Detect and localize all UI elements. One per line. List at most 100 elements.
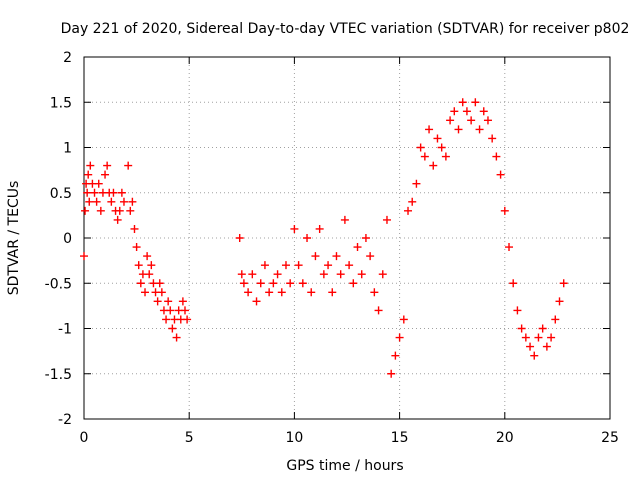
- data-point: [101, 170, 110, 179]
- data-point: [521, 333, 530, 342]
- data-point: [315, 224, 324, 233]
- data-point: [298, 279, 307, 288]
- data-point: [538, 324, 547, 333]
- data-point: [130, 224, 139, 233]
- data-point: [399, 315, 408, 324]
- data-point: [324, 261, 333, 270]
- data-point: [168, 324, 177, 333]
- y-axis-label: SDTVAR / TECUs: [6, 181, 22, 296]
- data-point: [183, 315, 192, 324]
- data-point: [412, 179, 421, 188]
- data-point: [542, 342, 551, 351]
- x-axis-label: GPS time / hours: [286, 458, 403, 474]
- data-point: [336, 270, 345, 279]
- data-point: [90, 188, 99, 197]
- chart-title: Day 221 of 2020, Sidereal Day-to-day VTE…: [61, 21, 630, 37]
- data-point: [500, 206, 509, 215]
- data-point: [147, 261, 156, 270]
- data-point: [391, 351, 400, 360]
- data-point: [237, 270, 246, 279]
- data-point: [467, 116, 476, 125]
- data-point: [555, 297, 564, 306]
- grid-lines: [84, 57, 610, 419]
- x-tick-label: 25: [601, 430, 619, 446]
- data-point: [244, 288, 253, 297]
- data-point: [311, 252, 320, 261]
- data-point: [92, 197, 101, 206]
- data-point: [450, 107, 459, 116]
- data-point: [132, 243, 141, 252]
- data-point: [85, 197, 94, 206]
- x-tick-label: 10: [285, 430, 303, 446]
- data-point: [124, 161, 133, 170]
- data-point: [559, 279, 568, 288]
- data-point: [530, 351, 539, 360]
- plot-frame: [83, 56, 611, 420]
- data-point: [404, 206, 413, 215]
- data-point: [141, 288, 150, 297]
- data-point: [408, 197, 417, 206]
- data-point: [239, 279, 248, 288]
- data-point: [319, 270, 328, 279]
- data-point: [136, 279, 145, 288]
- data-point: [248, 270, 257, 279]
- data-point: [86, 161, 95, 170]
- data-point: [260, 261, 269, 270]
- data-point: [307, 288, 316, 297]
- data-point: [96, 206, 105, 215]
- data-point: [303, 234, 312, 242]
- data-point: [103, 161, 112, 170]
- data-point: [471, 98, 480, 107]
- y-tick-label: 0.5: [50, 186, 72, 202]
- data-point: [81, 206, 90, 215]
- data-point: [252, 297, 261, 306]
- data-point: [361, 234, 370, 242]
- data-point: [128, 197, 137, 206]
- data-point: [328, 288, 337, 297]
- data-point: [277, 288, 286, 297]
- y-tick-label: 0: [63, 231, 72, 247]
- data-point: [387, 369, 396, 378]
- data-point: [505, 243, 514, 252]
- data-point: [145, 270, 154, 279]
- data-point: [488, 134, 497, 143]
- x-tick-label: 20: [496, 430, 514, 446]
- data-point: [425, 125, 434, 134]
- data-point: [126, 206, 135, 215]
- data-point: [178, 297, 187, 306]
- data-point: [551, 315, 560, 324]
- data-point: [416, 143, 425, 152]
- data-point: [162, 315, 171, 324]
- data-point: [273, 270, 282, 279]
- data-point: [290, 224, 299, 233]
- y-tick-label: -1.5: [45, 367, 72, 383]
- data-point: [332, 252, 341, 261]
- data-point: [345, 261, 354, 270]
- y-tick-label: -1: [58, 322, 72, 338]
- data-point: [349, 279, 358, 288]
- data-point: [357, 270, 366, 279]
- x-tick-label: 0: [80, 430, 89, 446]
- data-point: [475, 125, 484, 134]
- data-point: [286, 279, 295, 288]
- data-point: [155, 279, 164, 288]
- data-point: [153, 297, 162, 306]
- x-tick-label: 15: [391, 430, 409, 446]
- data-point: [157, 288, 166, 297]
- data-point: [166, 306, 175, 315]
- y-tick-label: -2: [58, 412, 72, 428]
- data-point: [80, 252, 88, 261]
- data-point: [117, 188, 126, 197]
- data-point: [374, 306, 383, 315]
- data-point: [454, 125, 463, 134]
- y-tick-label: 2: [63, 50, 72, 66]
- y-tick-label: -0.5: [45, 276, 72, 292]
- data-point: [353, 243, 362, 252]
- data-point: [119, 197, 128, 206]
- data-point: [94, 179, 103, 188]
- data-point: [164, 297, 173, 306]
- data-point: [235, 234, 244, 242]
- data-point: [429, 161, 438, 170]
- y-tick-label: 1: [63, 141, 72, 157]
